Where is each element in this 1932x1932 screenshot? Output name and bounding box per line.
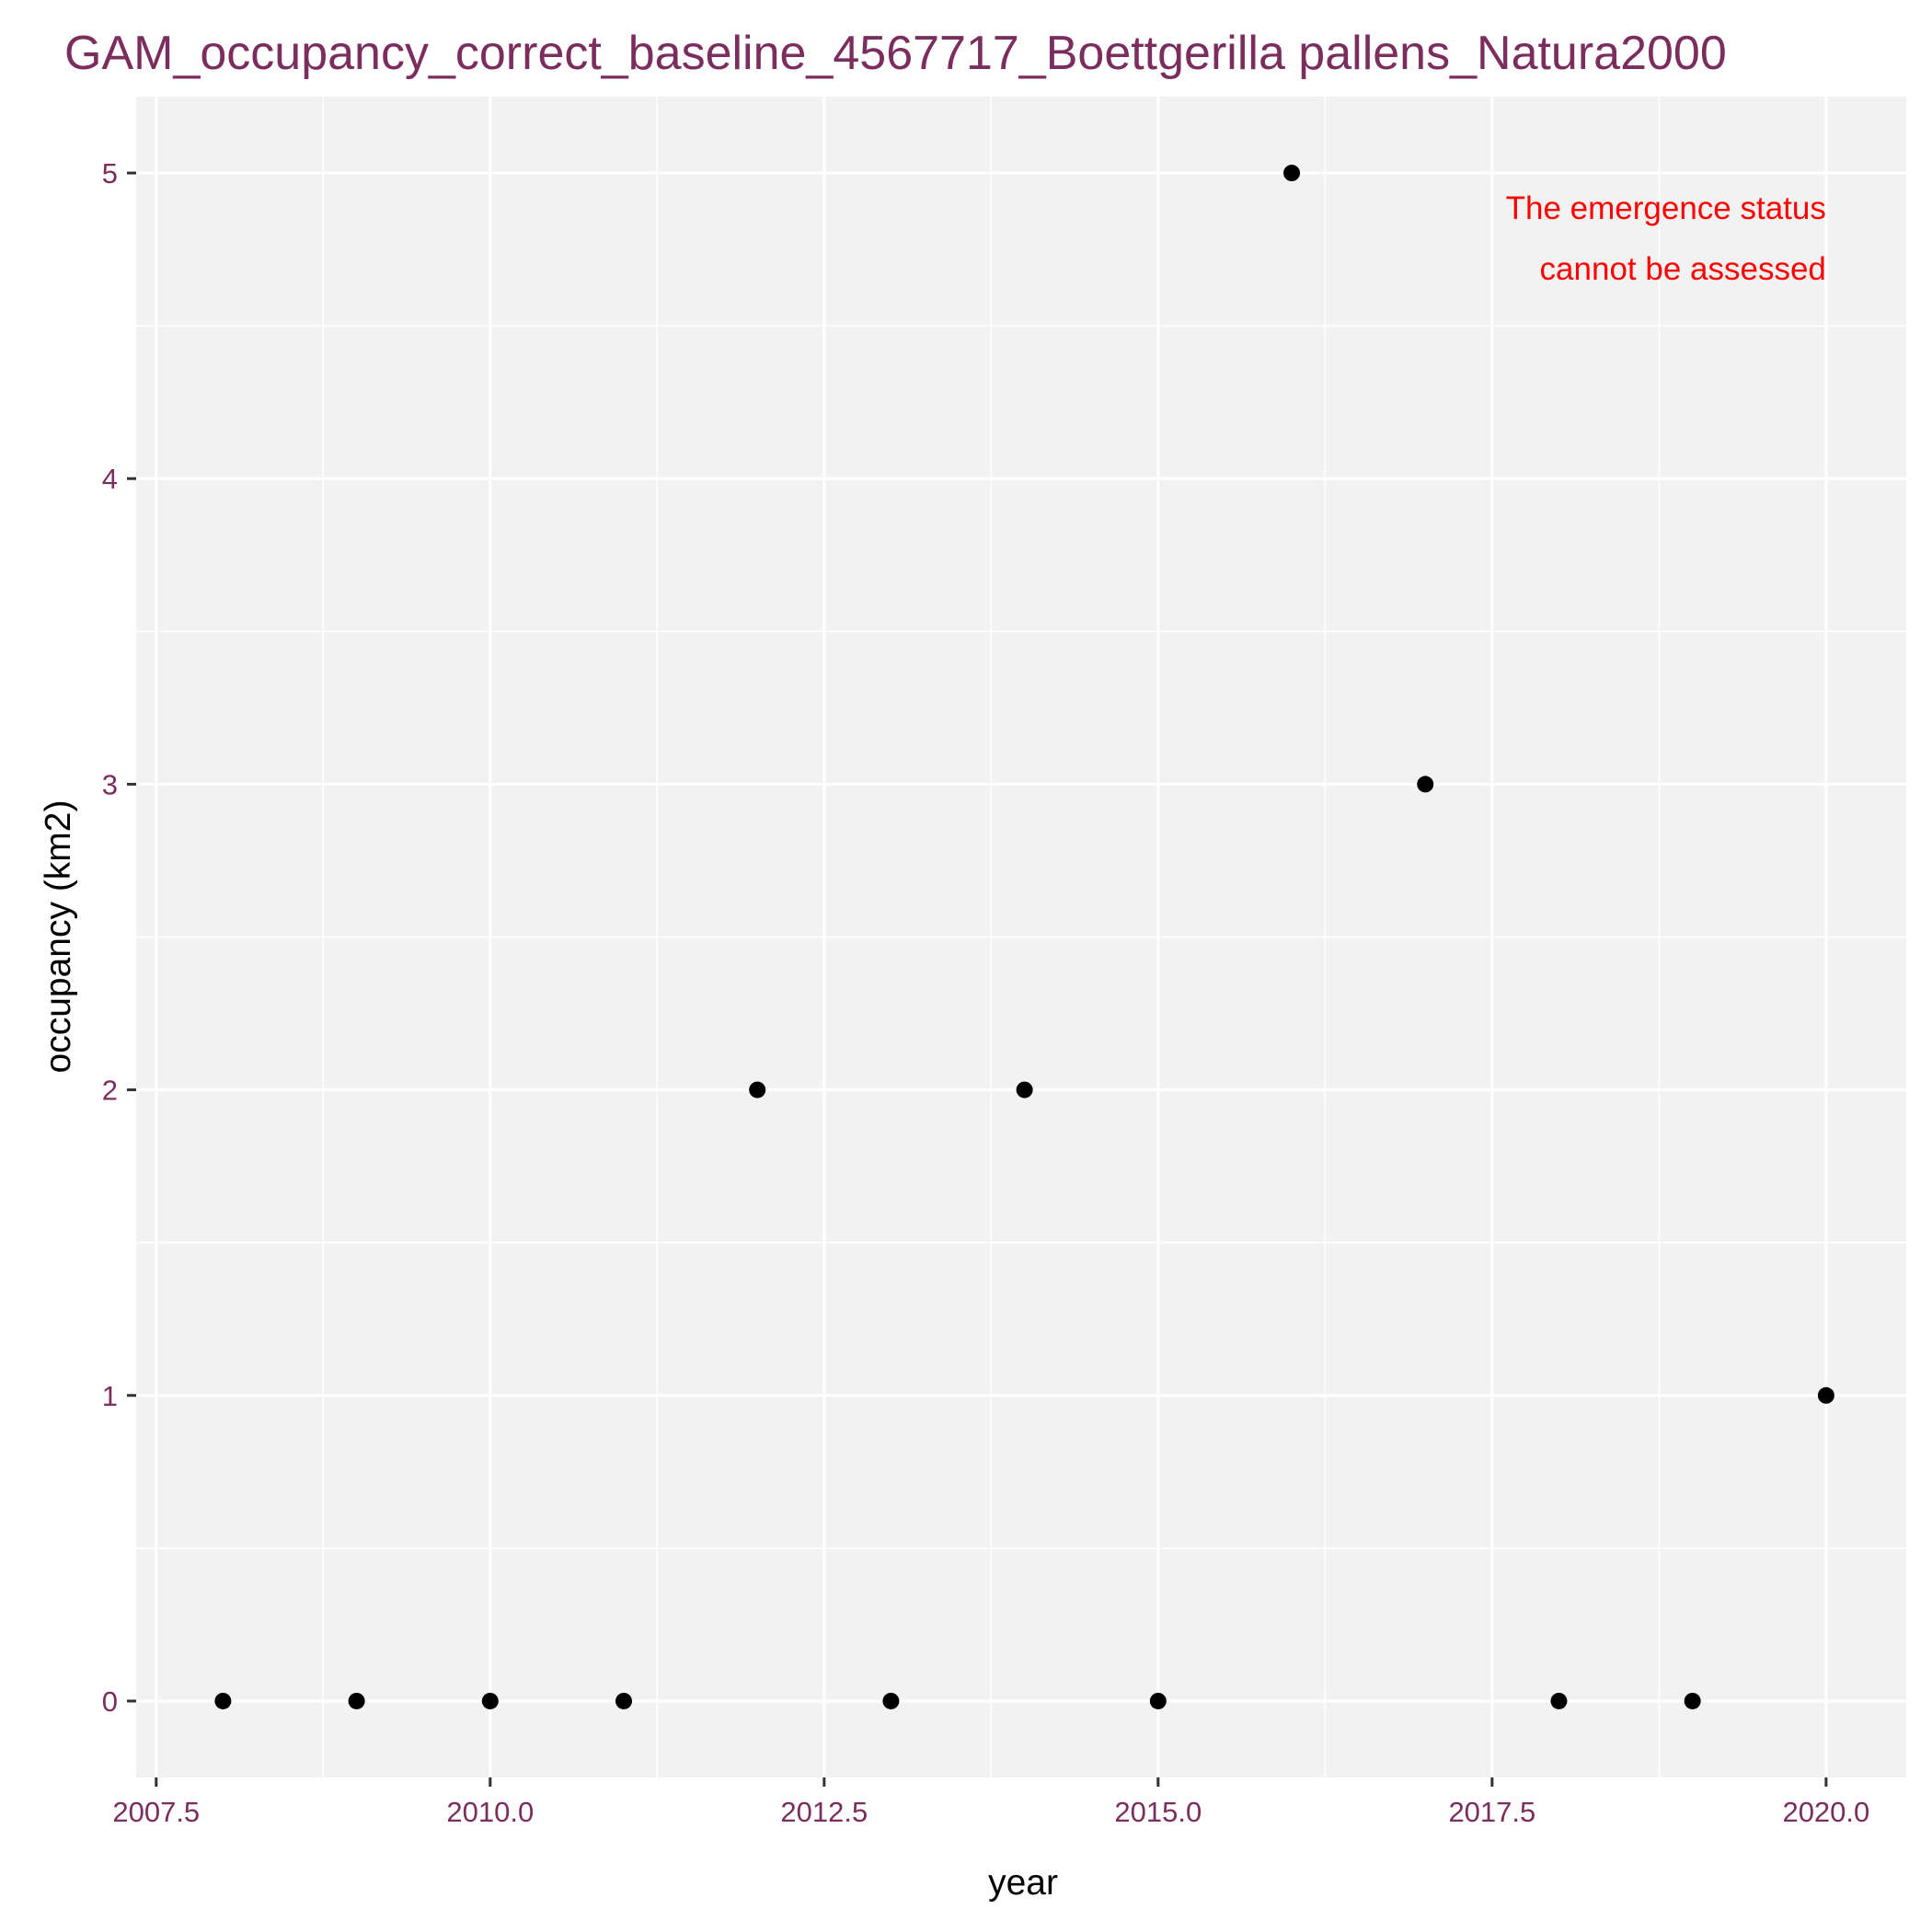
data-point [214, 1692, 232, 1709]
x-tick-label: 2020.0 [1782, 1796, 1869, 1828]
data-point [1016, 1081, 1033, 1098]
major-gridlines [136, 97, 1906, 1777]
y-tick-label: 1 [102, 1380, 118, 1412]
annotation: The emergence status cannot be assessed [1506, 190, 1826, 287]
y-axis-title: occupancy (km2) [39, 800, 78, 1074]
data-point [1283, 165, 1301, 182]
x-tick-label: 2015.0 [1114, 1796, 1202, 1828]
data-point [481, 1692, 499, 1709]
x-axis: 2007.5 2010.0 2012.5 2015.0 2017.5 2020.0 [112, 1777, 1869, 1828]
minor-gridlines [136, 97, 1906, 1777]
data-point [1417, 776, 1434, 793]
chart-title: GAM_occupancy_correct_baseline_4567717_B… [64, 27, 1727, 80]
data-point [1817, 1386, 1834, 1404]
y-axis: 0 1 2 3 4 5 [102, 157, 136, 1718]
y-tick-label: 2 [102, 1075, 118, 1107]
y-tick-label: 4 [102, 463, 118, 495]
data-point [1684, 1692, 1701, 1709]
x-tick-label: 2010.0 [446, 1796, 534, 1828]
annotation-line: cannot be assessed [1540, 251, 1826, 287]
y-tick-label: 3 [102, 768, 118, 800]
x-axis-title: year [988, 1863, 1058, 1903]
data-point [348, 1692, 365, 1709]
x-tick-label: 2012.5 [780, 1796, 868, 1828]
data-point [749, 1081, 766, 1098]
data-points [214, 165, 1834, 1709]
y-tick-label: 5 [102, 157, 118, 190]
data-point [1550, 1692, 1568, 1709]
data-point [882, 1692, 900, 1709]
data-point [615, 1692, 633, 1709]
x-tick-label: 2007.5 [112, 1796, 200, 1828]
annotation-line: The emergence status [1506, 190, 1826, 226]
x-tick-label: 2017.5 [1448, 1796, 1535, 1828]
y-tick-label: 0 [102, 1685, 118, 1718]
data-point [1149, 1692, 1167, 1709]
